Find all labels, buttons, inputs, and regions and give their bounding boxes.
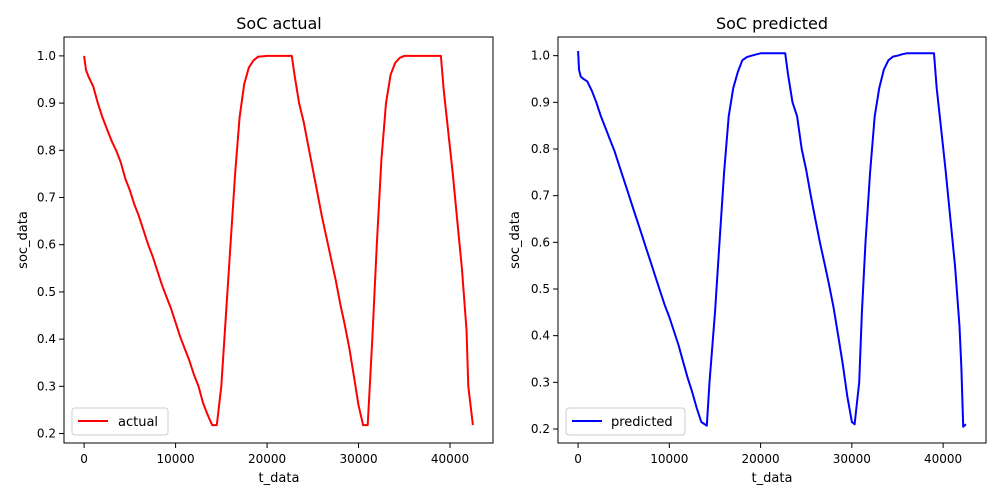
series-line-actual bbox=[83, 54, 474, 427]
y-tick-label: 0.5 bbox=[531, 282, 550, 296]
x-tick-label: 10000 bbox=[157, 452, 195, 466]
legend-box bbox=[565, 407, 686, 436]
x-tick-label: 10000 bbox=[650, 452, 688, 466]
chart-title: SoC predicted bbox=[716, 14, 828, 33]
legend-label-predicted: predicted bbox=[611, 415, 673, 430]
x-tick-label: 20000 bbox=[248, 452, 286, 466]
plot-frame bbox=[63, 36, 494, 444]
line-layer bbox=[577, 50, 967, 428]
y-tick-label: 0.2 bbox=[37, 427, 56, 441]
plot-area bbox=[64, 37, 493, 443]
axes-layer: 0 10000 20000 30000 40000 0.2 0.3 0.4 0.5 0.6 0.7 0… bbox=[531, 49, 962, 466]
plot-area bbox=[558, 37, 986, 443]
x-tick-label: 30000 bbox=[833, 452, 871, 466]
y-tick-label: 0.8 bbox=[531, 142, 550, 156]
y-axis-label: soc_data bbox=[508, 211, 523, 269]
x-tick-label: 20000 bbox=[741, 452, 779, 466]
y-tick-label: 0.9 bbox=[531, 95, 550, 109]
y-tick-label: 0.4 bbox=[531, 329, 550, 343]
x-axis-label: t_data bbox=[259, 471, 300, 486]
y-tick-label: 0.4 bbox=[37, 332, 56, 346]
axes-layer: 0 10000 20000 30000 40000 0.2 0.3 0.4 0.5 0.6 0.7 0… bbox=[37, 49, 469, 466]
y-tick-label: 0.6 bbox=[531, 235, 550, 249]
line-layer bbox=[83, 54, 474, 427]
y-tick-label: 0.6 bbox=[37, 238, 56, 252]
y-tick-label: 0.8 bbox=[37, 143, 56, 157]
chart-soc-predicted: SoC predicted 0 10000 20000 30000 40000 0.2 0.… bbox=[508, 14, 987, 486]
y-tick-label: 0.7 bbox=[531, 189, 550, 203]
y-tick-label: 0.7 bbox=[37, 191, 56, 205]
y-tick-label: 0.2 bbox=[531, 422, 550, 436]
y-tick-label: 0.5 bbox=[37, 285, 56, 299]
chart-soc-actual: SoC actual 0 10000 20000 30000 40000 0.2 0.3 0.… bbox=[16, 14, 494, 486]
x-tick-label: 0 bbox=[574, 452, 582, 466]
y-tick-label: 0.9 bbox=[37, 96, 56, 110]
y-tick-label: 1.0 bbox=[531, 49, 550, 63]
x-tick-label: 40000 bbox=[431, 452, 469, 466]
x-tick-label: 40000 bbox=[924, 452, 962, 466]
legend: predicted bbox=[565, 407, 686, 436]
x-tick-label: 0 bbox=[80, 452, 88, 466]
y-tick-label: 1.0 bbox=[37, 49, 56, 63]
y-tick-label: 0.3 bbox=[37, 379, 56, 393]
legend-box bbox=[71, 407, 169, 436]
x-axis-label: t_data bbox=[752, 471, 793, 486]
chart-title: SoC actual bbox=[236, 14, 321, 33]
legend-label-actual: actual bbox=[118, 415, 158, 430]
y-axis-label: soc_data bbox=[16, 211, 31, 269]
legend: actual bbox=[71, 407, 169, 436]
x-tick-label: 30000 bbox=[339, 452, 377, 466]
y-tick-label: 0.3 bbox=[531, 375, 550, 389]
series-line-predicted bbox=[577, 50, 967, 428]
plot-frame bbox=[557, 36, 987, 444]
